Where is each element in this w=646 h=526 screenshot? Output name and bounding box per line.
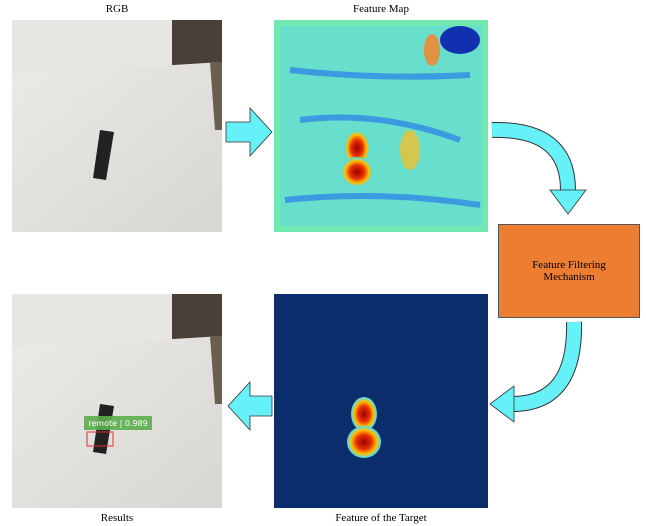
arrow [228,382,272,430]
curved-arrow [490,322,574,422]
caption: Results [101,512,133,524]
arrow [226,108,272,156]
curved-arrow [492,130,586,214]
caption: Feature of the Target [335,512,426,524]
feature-map [274,20,488,232]
caption: Feature Map [353,3,409,15]
results-image: remote | 0.989 [12,294,222,508]
rgb-image [12,20,222,232]
detection-label: remote | 0.989 [88,419,147,428]
caption: RGB [106,3,129,15]
target-feature [274,294,488,508]
process-box: Feature Filtering Mechanism [498,224,640,318]
diagram: RGB Feature Map Feature of the Target Re… [0,0,646,526]
